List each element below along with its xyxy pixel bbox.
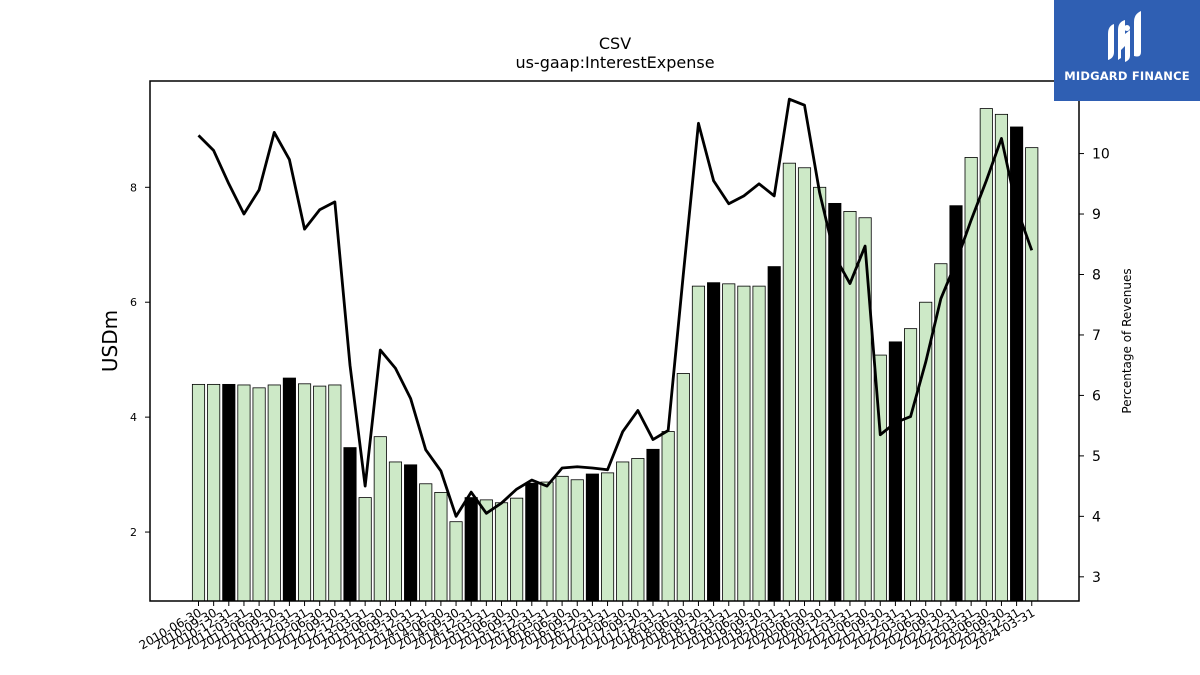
- bar: [252, 387, 266, 602]
- bar: [434, 491, 448, 602]
- bar: [207, 383, 221, 602]
- bar: [540, 481, 554, 602]
- y-axis-label-left: USDm: [98, 310, 122, 372]
- plot-frame: [149, 80, 1080, 602]
- midgard-logo-icon: [1108, 11, 1141, 62]
- chart-title: CSV: [599, 34, 631, 53]
- bar: [691, 285, 705, 602]
- bar: [464, 497, 478, 602]
- bar: [388, 461, 402, 602]
- bar: [646, 448, 660, 602]
- chart-subtitle: us-gaap:InterestExpense: [515, 53, 714, 72]
- bar: [858, 217, 872, 602]
- bar: [676, 373, 690, 602]
- y-tick-label-right: 4: [1092, 509, 1101, 525]
- bar: [1025, 147, 1039, 602]
- bar: [570, 479, 584, 602]
- brand-logo-text: MIDGARD FINANCE: [1064, 69, 1190, 83]
- bar: [510, 497, 524, 602]
- y-tick-label-right: 7: [1092, 328, 1101, 344]
- axes-group: 24683456789102010-06-302010-09-302010-12…: [130, 147, 1110, 653]
- bar: [328, 384, 342, 602]
- bar: [555, 475, 569, 602]
- line-group: [197, 97, 1034, 518]
- bar: [782, 162, 796, 602]
- bar: [419, 483, 433, 602]
- y-tick-label-right: 10: [1092, 147, 1110, 163]
- bar: [1010, 126, 1024, 602]
- bar: [767, 266, 781, 602]
- bar: [358, 497, 372, 602]
- bar: [237, 384, 251, 602]
- bar: [904, 328, 918, 602]
- bar: [282, 377, 296, 602]
- bar: [752, 285, 766, 602]
- bar: [494, 502, 509, 602]
- y-tick-label-right: 8: [1092, 267, 1101, 283]
- bar: [631, 458, 645, 602]
- y-axis-label-right: Percentage of Revenues: [1120, 268, 1134, 413]
- bar: [222, 383, 236, 602]
- y-tick-label-right: 3: [1092, 570, 1101, 586]
- bar: [479, 499, 493, 602]
- y-tick-label-right: 9: [1092, 207, 1101, 223]
- bar: [888, 341, 902, 602]
- bar: [267, 384, 281, 602]
- bar: [585, 473, 599, 602]
- bar: [994, 113, 1008, 602]
- bar: [601, 472, 615, 602]
- brand-logo: MIDGARD FINANCE: [1054, 0, 1200, 101]
- bar: [707, 282, 721, 602]
- y-tick-label-right: 6: [1092, 388, 1101, 404]
- bar: [373, 436, 387, 602]
- bar: [797, 167, 812, 602]
- y-tick-label-left: 8: [130, 181, 137, 194]
- bar: [313, 385, 327, 602]
- bar: [297, 383, 312, 602]
- bar: [449, 521, 463, 602]
- bar: [616, 461, 630, 602]
- y-tick-label-right: 5: [1092, 449, 1101, 465]
- bar: [813, 186, 827, 602]
- bar: [525, 482, 539, 602]
- bars-group: [191, 108, 1039, 602]
- bar: [737, 285, 751, 602]
- bar: [722, 283, 736, 602]
- y-tick-label-left: 4: [130, 411, 137, 424]
- bar: [343, 447, 357, 602]
- y-tick-label-left: 6: [130, 296, 137, 309]
- bar: [404, 464, 418, 602]
- bar: [191, 383, 206, 602]
- bar: [661, 431, 675, 602]
- percentage-line: [197, 97, 1034, 518]
- y-tick-label-left: 2: [130, 526, 137, 539]
